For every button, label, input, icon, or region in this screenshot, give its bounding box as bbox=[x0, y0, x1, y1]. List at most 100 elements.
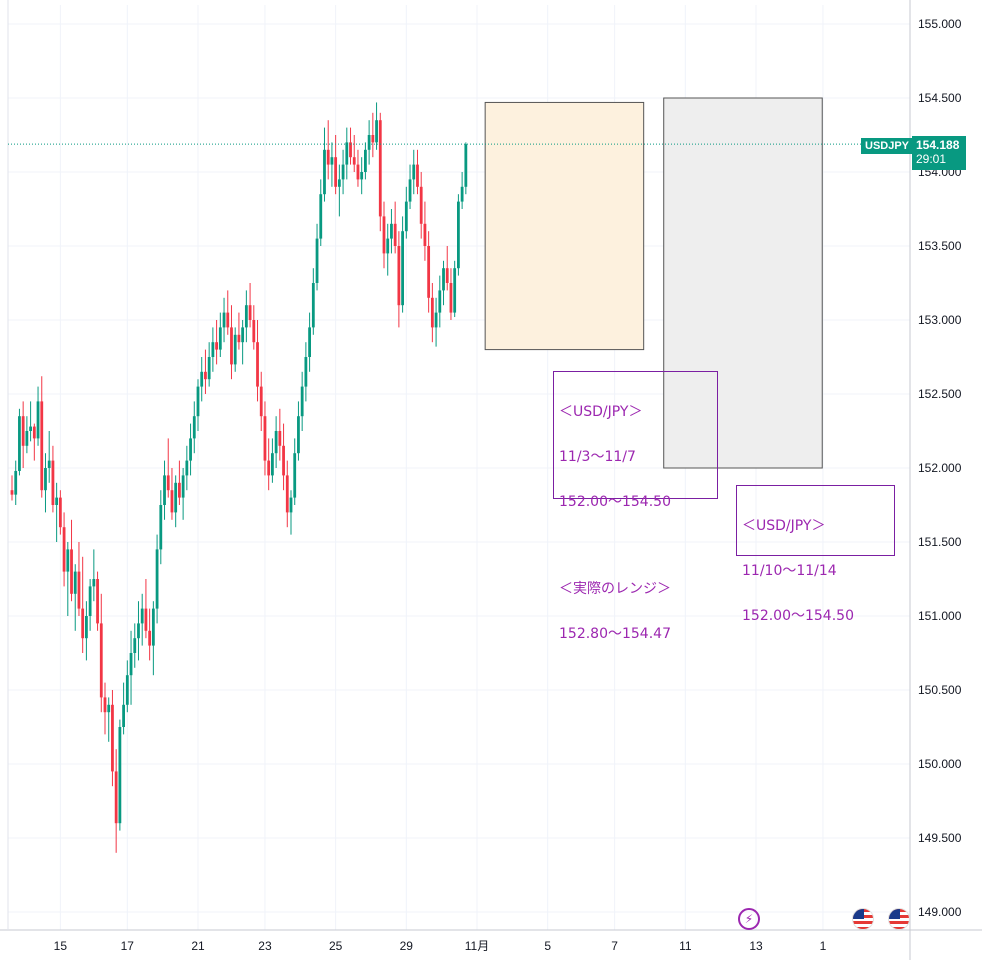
y-tick-label: 150.000 bbox=[918, 757, 962, 771]
annotation-week1-gap bbox=[559, 540, 712, 552]
candle-body bbox=[267, 460, 271, 476]
candle-body bbox=[319, 194, 323, 239]
candle-body bbox=[375, 120, 378, 143]
candle-body bbox=[166, 475, 170, 491]
candle-body bbox=[159, 505, 163, 550]
annotation-week2-line: 11/10〜11/14 bbox=[742, 563, 837, 579]
candle-body bbox=[107, 704, 111, 713]
candle-body bbox=[103, 697, 107, 713]
candle-body bbox=[81, 608, 85, 639]
x-tick-label: 7 bbox=[611, 939, 618, 953]
candle-body bbox=[445, 268, 449, 283]
candle-body bbox=[271, 453, 274, 476]
candle-body bbox=[404, 201, 408, 232]
candle-body bbox=[148, 630, 152, 646]
candle-body bbox=[304, 357, 308, 387]
candle-body bbox=[96, 579, 99, 624]
symbol-tag[interactable]: USDJPY bbox=[861, 138, 914, 154]
last-price-value: 154.188 bbox=[916, 138, 960, 152]
candle-body bbox=[453, 268, 457, 313]
candle-body bbox=[241, 327, 245, 343]
candle-body bbox=[62, 527, 66, 572]
candle-body bbox=[58, 497, 62, 528]
candle-body bbox=[230, 327, 233, 365]
annotation-week2: ＜USD/JPY＞ 11/10〜11/14 152.00〜154.50 bbox=[736, 485, 895, 624]
candle-body bbox=[412, 164, 416, 180]
candle-body bbox=[367, 135, 371, 150]
candle-body bbox=[185, 460, 189, 476]
candle-body bbox=[29, 426, 32, 431]
candle-body bbox=[423, 223, 427, 246]
candle-body bbox=[315, 238, 319, 283]
candle-body bbox=[207, 357, 211, 380]
candle-body bbox=[211, 342, 215, 357]
candle-body bbox=[386, 238, 390, 254]
candle-body bbox=[44, 468, 47, 491]
candle-body bbox=[181, 475, 185, 498]
candle-body bbox=[14, 470, 18, 495]
candle-body bbox=[311, 283, 315, 328]
candle-body bbox=[378, 120, 382, 217]
candle-body bbox=[170, 490, 174, 513]
annotation-week1-line: 152.80〜154.47 bbox=[559, 626, 671, 642]
candle-body bbox=[252, 320, 256, 343]
candle-body bbox=[204, 371, 207, 380]
annotation-week1-line: ＜実際のレンジ＞ bbox=[559, 581, 671, 597]
candle-body bbox=[326, 149, 330, 165]
last-price-tag[interactable]: 154.188 29:01 bbox=[912, 136, 966, 170]
candle-body bbox=[18, 416, 21, 471]
candle-body bbox=[178, 482, 181, 498]
y-tick-label: 155.000 bbox=[918, 17, 962, 31]
countdown-value: 29:01 bbox=[916, 152, 947, 166]
x-tick-label: 29 bbox=[400, 939, 414, 953]
y-tick-label: 153.500 bbox=[918, 239, 962, 253]
us-flag-icon[interactable] bbox=[888, 908, 910, 930]
y-tick-label: 153.000 bbox=[918, 313, 962, 327]
x-tick-label: 23 bbox=[258, 939, 272, 953]
candle-body bbox=[382, 216, 386, 254]
y-tick-label: 152.500 bbox=[918, 387, 962, 401]
candle-body bbox=[438, 290, 442, 313]
candle-body bbox=[222, 312, 226, 328]
candle-body bbox=[174, 482, 178, 513]
annotation-week1-line: 152.00〜154.50 bbox=[559, 494, 671, 510]
candle-body bbox=[289, 497, 293, 513]
us-flag-icon[interactable] bbox=[852, 908, 874, 930]
x-tick-label: 5 bbox=[544, 939, 551, 953]
candle-body bbox=[334, 157, 338, 187]
candle-body bbox=[77, 571, 81, 609]
lightning-icon[interactable]: ⚡ bbox=[738, 908, 760, 930]
candle-body bbox=[397, 246, 401, 306]
candle-body bbox=[189, 438, 192, 461]
candle-body bbox=[10, 490, 14, 495]
candle-body bbox=[70, 549, 73, 594]
candle-body bbox=[137, 623, 140, 639]
x-tick-label: 11月 bbox=[465, 939, 489, 953]
candle-body bbox=[408, 179, 412, 202]
candle-body bbox=[308, 327, 311, 357]
candle-body bbox=[36, 401, 40, 439]
candle-body bbox=[144, 608, 148, 631]
candle-body bbox=[349, 142, 352, 158]
candle-body bbox=[21, 416, 25, 446]
range-box-2 bbox=[663, 97, 823, 469]
y-tick-label: 149.500 bbox=[918, 831, 962, 845]
x-tick-label: 1 bbox=[820, 939, 827, 953]
candle-body bbox=[430, 297, 434, 328]
candle-body bbox=[259, 386, 263, 417]
candle-body bbox=[237, 334, 241, 343]
candle-body bbox=[73, 571, 77, 594]
y-tick-label: 149.000 bbox=[918, 905, 962, 919]
candle-body bbox=[85, 616, 88, 639]
candle-body bbox=[457, 201, 460, 269]
candle-body bbox=[88, 586, 92, 616]
candle-body bbox=[118, 727, 122, 824]
candle-body bbox=[122, 704, 125, 727]
candle-body bbox=[92, 579, 96, 587]
candle-body bbox=[282, 445, 285, 476]
range-boxes bbox=[484, 97, 823, 469]
x-tick-label: 25 bbox=[329, 939, 343, 953]
y-tick-label: 151.000 bbox=[918, 609, 962, 623]
